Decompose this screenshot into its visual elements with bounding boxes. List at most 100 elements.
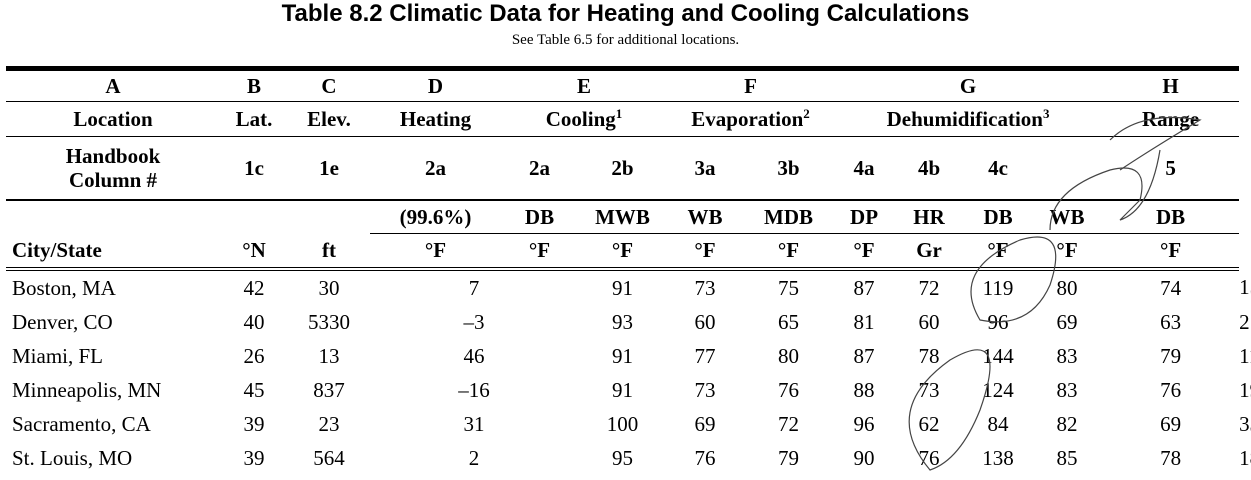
handbook-col: 4c: [964, 136, 1033, 201]
value-cell: 91: [612, 275, 633, 300]
table-row: St. Louis, MO3956429576799076138857818: [6, 441, 1251, 475]
value-cell: 144: [982, 343, 1014, 368]
unit-col: °N: [220, 233, 288, 271]
measure-blank: [220, 200, 288, 234]
header-elev: Elev.: [288, 101, 370, 137]
unit-col: °F: [1032, 233, 1103, 271]
value-cell: 84: [987, 411, 1009, 436]
value-cell: 76: [778, 377, 800, 402]
units-row: City/State °N ft °F °F °F °F °F °F Gr °F…: [6, 233, 1240, 271]
handbook-col: 4a: [834, 136, 895, 201]
handbook-col: 5: [1102, 136, 1240, 201]
table-row: Miami, FL2613469177808778144837911: [6, 339, 1251, 373]
table-row: Sacramento, CA3923311006972966284826933: [6, 407, 1251, 441]
table-row: Minneapolis, MN 45 837 –16 91 73 76 88 73 124 83 76…: [6, 373, 1251, 407]
unit-col: °F: [370, 233, 501, 271]
footnote-marker: 1: [615, 105, 623, 121]
header-range: Range: [1102, 101, 1240, 137]
measure-col: MDB: [743, 200, 835, 234]
header-cooling: Cooling1: [501, 101, 668, 137]
column-letter: F: [667, 68, 835, 102]
value-cell: 564: [313, 445, 345, 470]
column-letter: G: [834, 68, 1103, 102]
value-cell: 73: [694, 275, 716, 300]
value-cell: 65: [778, 309, 800, 334]
handbook-column-label: Handbook Column #: [6, 136, 220, 201]
city-state-cell: Minneapolis, MN: [12, 377, 162, 402]
unit-col: °F: [964, 233, 1033, 271]
value-cell: 79: [1160, 343, 1182, 368]
value-cell: 100: [606, 411, 639, 436]
handbook-col: 3b: [743, 136, 835, 201]
value-cell: 95: [612, 445, 633, 470]
measure-col: DB: [501, 200, 578, 234]
measure-col: WB: [667, 200, 744, 234]
value-cell: 13: [318, 343, 340, 368]
value-cell: 124: [982, 377, 1014, 402]
unit-col: °F: [1102, 233, 1240, 271]
header-dehumidification: Dehumidification3: [834, 101, 1103, 137]
value-cell: 62: [918, 411, 940, 436]
value-cell: 82: [1056, 411, 1078, 436]
table-title: Table 8.2 Climatic Data for Heating and …: [281, 0, 970, 27]
column-letter-row: A B C D E F G H: [6, 68, 1240, 102]
climatic-data-table: A B C D E F G H Location Lat. Elev. Heat…: [6, 66, 1251, 475]
value-cell: 91: [612, 343, 633, 368]
value-cell: 138: [982, 445, 1014, 470]
value-cell: –3: [463, 309, 485, 334]
value-cell: 42: [243, 275, 265, 300]
measure-row: (99.6%) DB MWB WB MDB DP HR DB WB DB: [6, 200, 1240, 234]
value-cell: 72: [778, 411, 800, 436]
city-state-cell: Boston, MA: [12, 275, 116, 300]
measure-col: WB: [1032, 200, 1103, 234]
value-cell: 31: [463, 411, 485, 436]
value-cell: 76: [918, 445, 940, 470]
handbook-label-line2: Column #: [68, 168, 158, 192]
value-cell: 23: [318, 411, 340, 436]
footnote-marker: 3: [1042, 105, 1050, 121]
value-cell: 119: [982, 275, 1014, 300]
value-cell: 837: [313, 377, 345, 402]
value-cell: 78: [918, 343, 940, 368]
value-cell: –16: [458, 377, 490, 402]
unit-col: °F: [578, 233, 668, 271]
value-cell: 39: [243, 445, 265, 470]
handbook-label-line1: Handbook: [65, 144, 161, 168]
unit-col: °F: [667, 233, 744, 271]
value-cell: 81: [853, 309, 875, 334]
column-letter: H: [1102, 68, 1240, 102]
handbook-column-row: Handbook Column # 1c 1e 2a 2a 2b 3a 3b 4a…: [6, 136, 1240, 201]
handbook-col: 4b: [894, 136, 965, 201]
column-letter: B: [220, 68, 288, 102]
value-cell: 30: [318, 275, 340, 300]
value-cell: 93: [612, 309, 633, 334]
column-letter: D: [370, 68, 501, 102]
city-state-cell: Denver, CO: [12, 309, 113, 334]
value-cell: 75: [778, 275, 800, 300]
value-cell: 69: [694, 411, 716, 436]
value-cell: 73: [694, 377, 716, 402]
value-cell: 79: [778, 445, 800, 470]
column-letter: A: [6, 68, 220, 102]
value-cell: 91: [612, 377, 633, 402]
unit-col: °F: [834, 233, 895, 271]
value-cell: 2: [468, 445, 480, 470]
value-cell: 76: [694, 445, 716, 470]
header-evaporation: Evaporation2: [667, 101, 835, 137]
value-cell: 87: [853, 275, 875, 300]
value-cell: 87: [853, 343, 875, 368]
header-cooling-label: Cooling: [545, 106, 616, 131]
measure-col: DB: [1102, 200, 1240, 234]
value-cell: 76: [1160, 377, 1182, 402]
column-letter: E: [501, 68, 668, 102]
unit-col: °F: [743, 233, 835, 271]
handbook-col: 2a: [370, 136, 501, 201]
value-cell: 96: [987, 309, 1009, 334]
column-group-row: Location Lat. Elev. Heating Cooling1 Eva…: [6, 101, 1240, 137]
value-cell: 63: [1160, 309, 1182, 334]
value-cell: 90: [853, 445, 875, 470]
value-cell: 74: [1160, 275, 1182, 300]
city-state-cell: St. Louis, MO: [12, 445, 133, 470]
column-letter: C: [288, 68, 370, 102]
